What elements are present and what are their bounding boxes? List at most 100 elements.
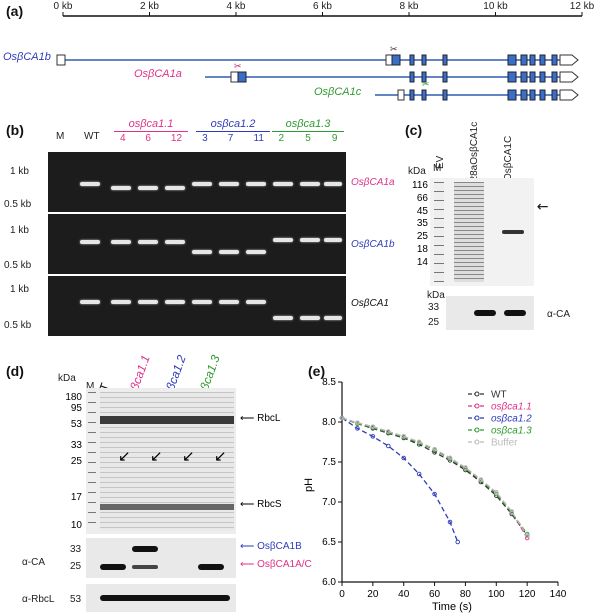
scale-tick-label: 6 kb [313, 1, 332, 12]
gel-b-image-1b [48, 214, 346, 274]
western-blot-d-ca [86, 538, 236, 578]
size-label: 0.5 kb [4, 199, 32, 210]
y-tick-label: 8.5 [322, 377, 336, 388]
legend-marker [474, 391, 480, 397]
data-point [401, 434, 406, 439]
panel-a-label: (a) [6, 3, 24, 19]
series-line [341, 417, 459, 543]
western-blot-d-rbcl [86, 584, 236, 612]
data-point [386, 429, 391, 434]
marker-value: 53 [70, 594, 82, 605]
lane-label: M [433, 163, 442, 174]
legend-label: osβca1.2 [491, 414, 532, 425]
ca-band-1b: ⟵ OsβCA1B [240, 541, 302, 552]
marker-lane-label: M [86, 381, 95, 392]
data-point [370, 424, 376, 430]
marker-value: 33 [428, 302, 440, 313]
scissors-icon: ✂ [234, 61, 242, 71]
y-tick-label: 7.5 [322, 457, 336, 468]
data-point [478, 477, 484, 482]
marker-value: 18 [416, 243, 428, 255]
marker-value: 66 [416, 192, 428, 204]
panel-d-label: (d) [6, 363, 24, 379]
scissors-icon: ✂ [422, 79, 430, 89]
marker-value: 95 [70, 403, 82, 414]
lane-number: 12 [170, 133, 183, 144]
legend-label: osβca1.3 [491, 426, 532, 437]
arrow-icon: ⟵ [240, 499, 255, 510]
scale-tick-label: 8 kb [400, 1, 419, 12]
data-point [416, 439, 422, 445]
marker-value: 10 [70, 520, 82, 531]
kda-label: kDa [58, 373, 76, 384]
legend-label: WT [491, 390, 507, 401]
panel-b-label: (b) [6, 122, 24, 138]
arrow-icon: ⟵ [240, 541, 255, 552]
size-label: 1 kb [10, 225, 29, 236]
sds-gel-d [86, 388, 236, 534]
x-tick-label: 40 [398, 589, 410, 600]
gel-name-1a: OsβCA1a [351, 177, 395, 188]
western-blot-c [446, 296, 534, 330]
legend-marker [474, 439, 480, 445]
sds-gel-c [430, 178, 534, 286]
marker-value: 116 [412, 180, 428, 191]
size-label: 0.5 kb [4, 260, 32, 271]
arrow-icon: ⟵ [240, 413, 255, 424]
antibody-label: α-RbcL [22, 594, 55, 605]
arrow-icon: ↙ [533, 196, 554, 216]
y-axis-label: pH [303, 478, 315, 492]
band-label: OsβCA1A/C [257, 559, 312, 570]
group-name: osβca1.3 [285, 118, 331, 130]
arrow-icon: ⟵ [240, 559, 255, 570]
ca-band-1ac: ⟵ OsβCA1A/C [240, 559, 312, 570]
rbcs-label: RbcS [257, 499, 282, 510]
gel-b-image-1 [48, 276, 346, 336]
x-tick-label: 80 [460, 589, 472, 600]
marker-value: 25 [428, 317, 440, 328]
x-axis-label: Time (s) [432, 601, 472, 613]
lane-number: 5 [305, 133, 311, 144]
arrow-icon: ↙ [214, 448, 227, 465]
marker-value: 25 [70, 456, 82, 467]
y-tick-label: 7.0 [322, 497, 336, 508]
gel-b-group-2: osβca1.2 3 7 11 [192, 118, 274, 144]
lane-number: 2 [278, 133, 285, 144]
x-tick-label: 60 [429, 589, 441, 600]
lane-number: 11 [253, 133, 264, 144]
arrow-icon: ↙ [182, 448, 195, 465]
antibody-label: α-CA [547, 309, 571, 320]
gel-b-image-1a [48, 152, 346, 212]
data-point [447, 455, 453, 461]
lane-number: 3 [202, 133, 208, 144]
lane-number: 9 [331, 133, 338, 144]
x-tick-label: 140 [550, 589, 567, 600]
panel-e-label: (e) [308, 363, 326, 379]
series-line [341, 417, 528, 535]
legend-marker [474, 427, 480, 433]
size-label: 1 kb [10, 166, 29, 177]
gel-name-1: OsβCA1 [351, 298, 389, 309]
gene-label-1c: OsβCA1c [314, 86, 362, 98]
data-point [370, 434, 376, 439]
data-point [432, 446, 437, 452]
x-tick-label: 120 [519, 589, 536, 600]
data-point [509, 509, 514, 514]
marker-value: 25 [70, 561, 82, 572]
data-point [416, 471, 422, 477]
legend-marker [474, 403, 480, 409]
x-tick-label: 20 [367, 589, 379, 600]
y-tick-label: 6.0 [322, 577, 336, 588]
scale-tick-label: 4 kb [227, 1, 246, 12]
data-point [447, 519, 453, 525]
gel-b-wt-label: WT [84, 131, 100, 142]
rbcl-label: RbcL [257, 413, 281, 424]
marker-value: 33 [70, 440, 82, 451]
data-point [355, 420, 360, 426]
marker-value: 180 [65, 392, 82, 403]
data-point [432, 491, 437, 497]
data-point [524, 533, 530, 538]
marker-ladder-c: 116 66 45 35 25 18 14 [410, 180, 428, 270]
data-point [455, 539, 460, 545]
